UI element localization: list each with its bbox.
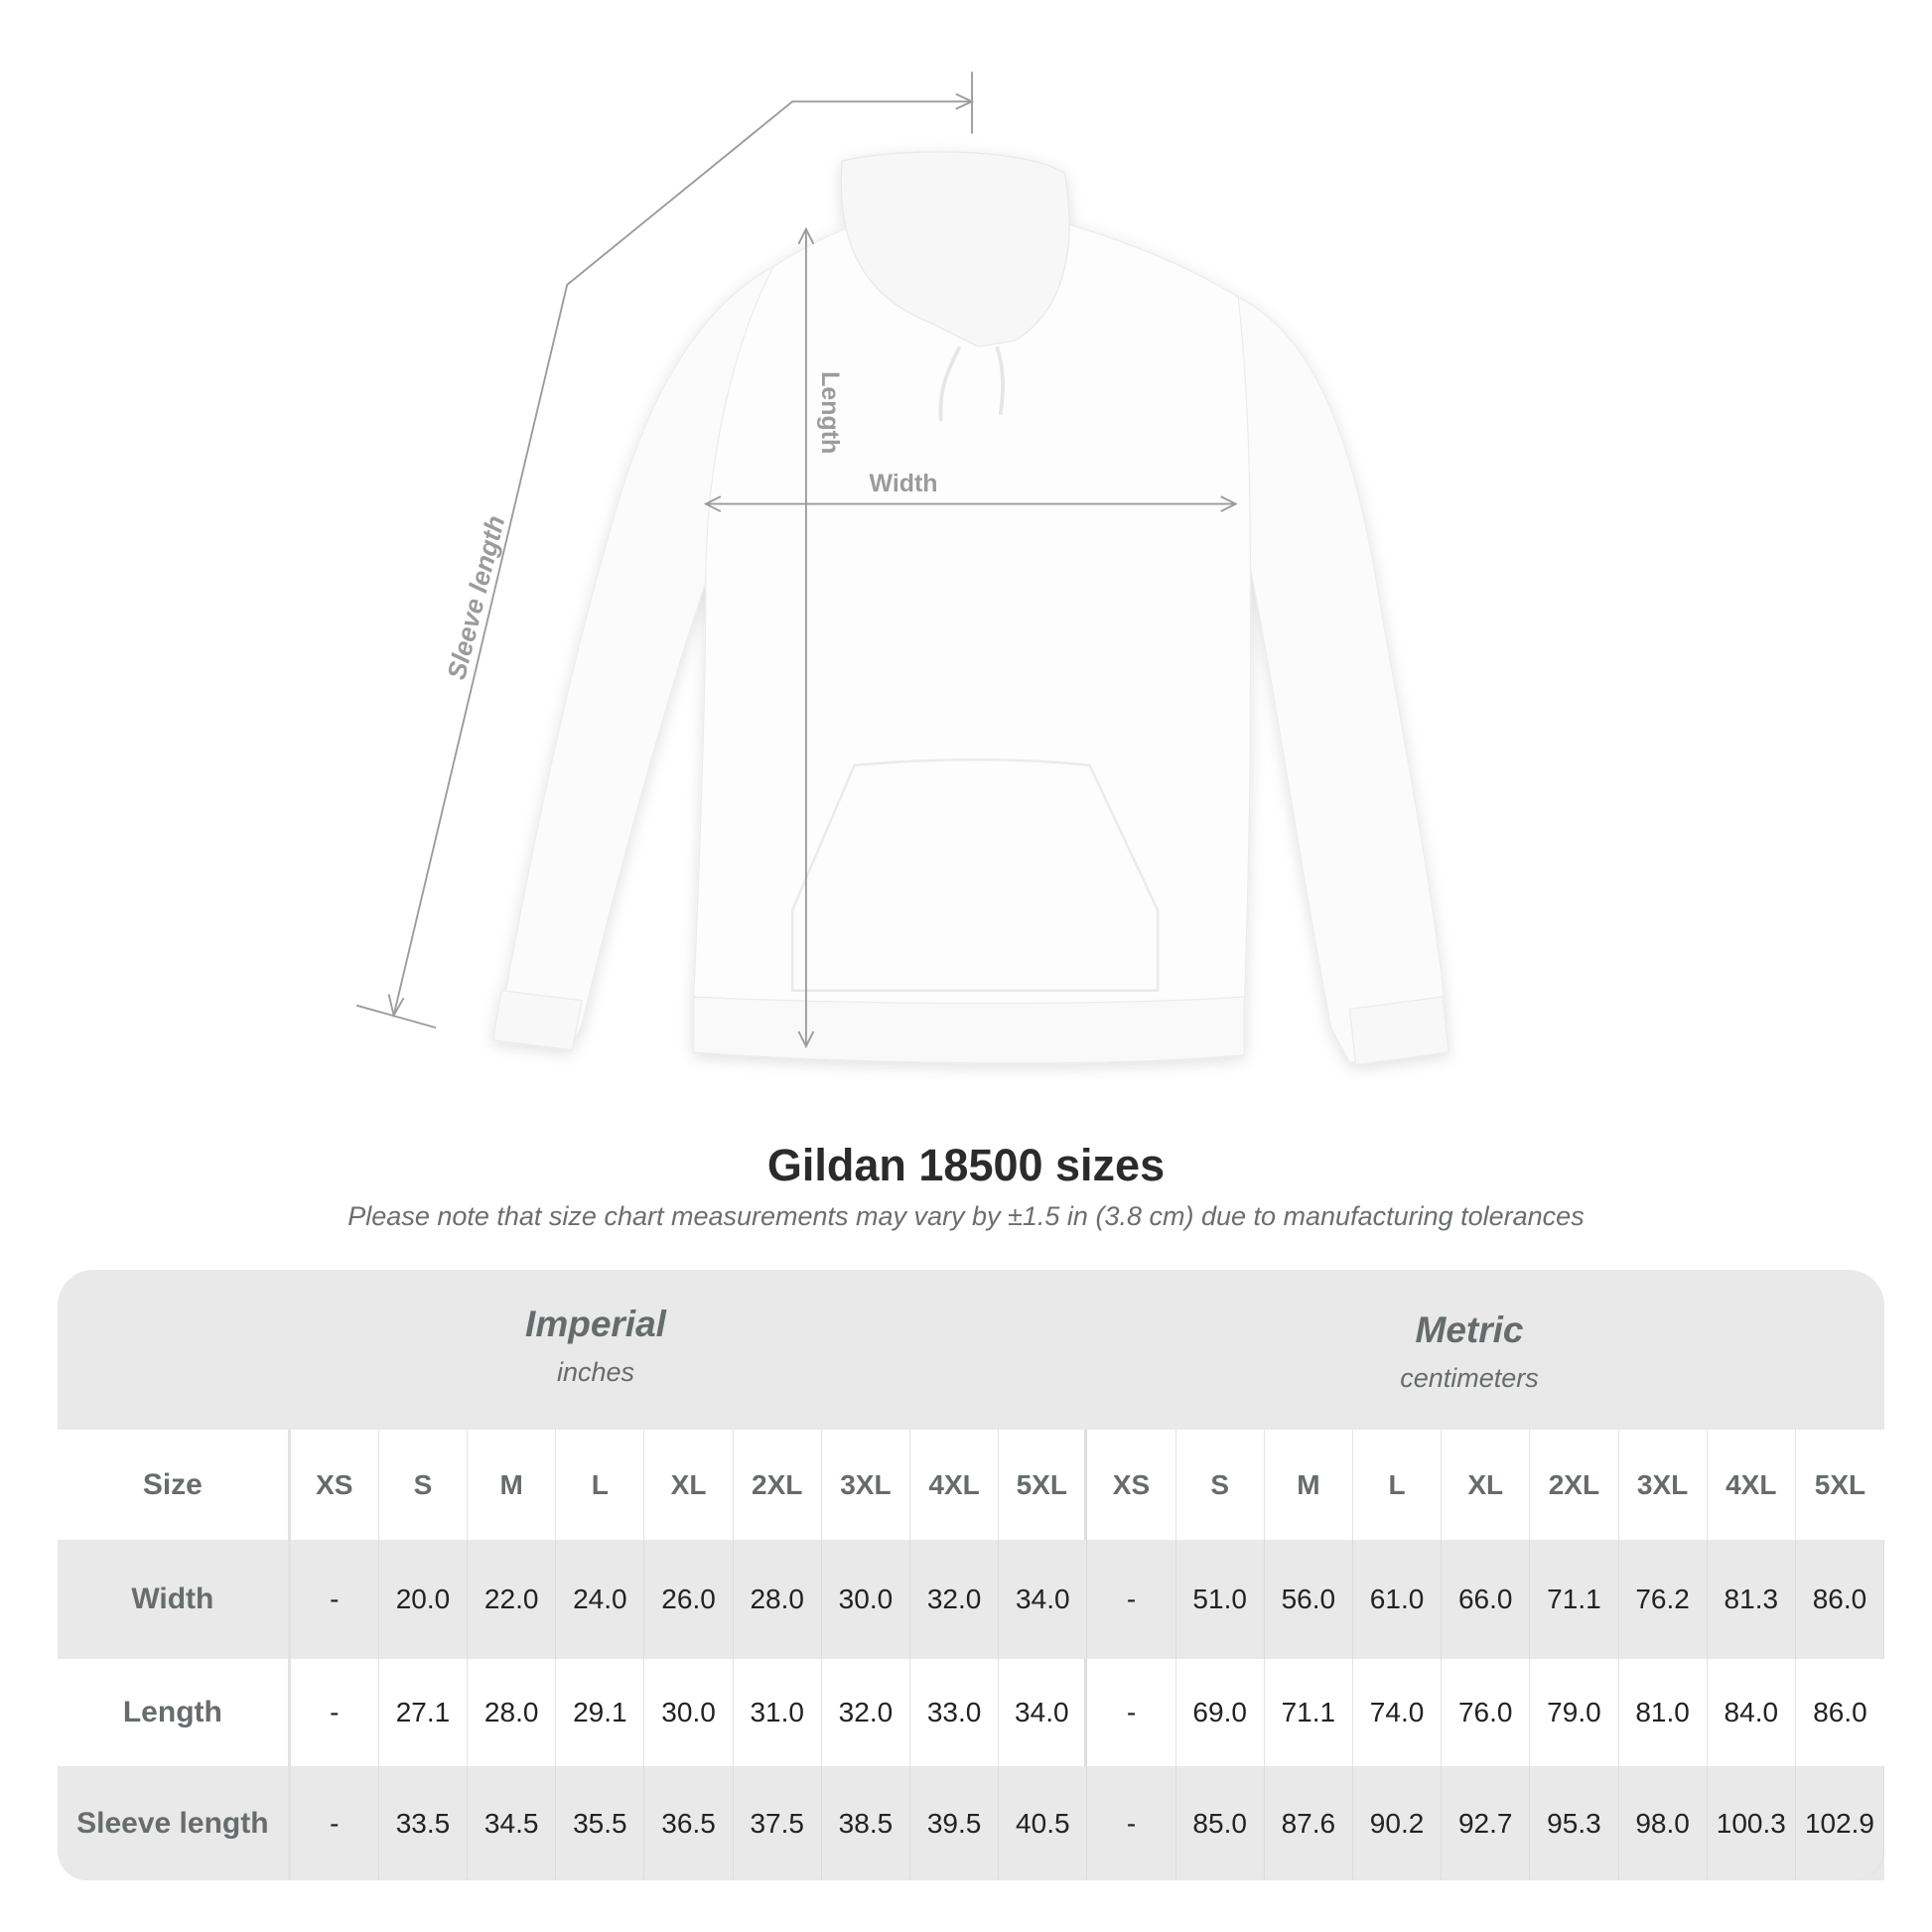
- imperial-cell: 34.0: [999, 1540, 1088, 1659]
- imperial-cell: 2XL: [734, 1430, 822, 1540]
- row-label: Length: [58, 1659, 291, 1766]
- imperial-cell: 32.0: [822, 1659, 911, 1766]
- table-row-width: Width -20.0 22.0 24.0 26.0 28.0 30.0 32.0 34.0-5…: [58, 1540, 1885, 1659]
- width-label: Width: [870, 470, 938, 497]
- imperial-cell: 29.1: [556, 1659, 645, 1766]
- imperial-cell: -: [291, 1766, 379, 1880]
- metric-cell: 5XL: [1814, 1468, 1866, 1500]
- imperial-cell: XL: [644, 1430, 734, 1540]
- metric-cell: -: [1087, 1659, 1176, 1766]
- row-label: Width: [58, 1540, 291, 1659]
- imperial-cell: -: [291, 1540, 379, 1659]
- size-header-row: Size XS S M L XL 2XL 3XL 4XL 5XL XS S M L XL 2XL 3XL 4XL 5…: [58, 1430, 1884, 1540]
- imperial-cell: 33.0: [910, 1659, 1000, 1766]
- metric-cell: XS: [1087, 1430, 1176, 1540]
- imperial-cell: 31.0: [734, 1659, 822, 1766]
- size-table: Imperial inches Metric centimeters Size X…: [58, 1270, 1885, 1880]
- hoodie-image: [491, 151, 1449, 1066]
- imperial-cell: 22.0: [468, 1540, 557, 1659]
- imperial-cell: 20.0: [379, 1540, 469, 1659]
- imperial-cell: 28.0: [468, 1659, 557, 1766]
- imperial-cell: 34.0: [999, 1659, 1088, 1766]
- imperial-cell: S: [379, 1430, 469, 1540]
- imperial-cell: M: [468, 1430, 557, 1540]
- imperial-unit: inches: [556, 1357, 635, 1387]
- imperial-cell: L: [556, 1430, 645, 1540]
- unit-header: Imperial inches Metric centimeters: [58, 1270, 1884, 1430]
- metric-title: Metric: [1415, 1310, 1524, 1350]
- imperial-cell: 5XL: [999, 1430, 1088, 1540]
- metric-cell: L: [1353, 1430, 1443, 1540]
- imperial-cell: 33.5: [379, 1766, 469, 1880]
- imperial-cell: 28.0: [734, 1540, 822, 1659]
- metric-cell: 61.0: [1353, 1540, 1443, 1659]
- imperial-cell: 34.5: [468, 1766, 557, 1880]
- metric-cell: 81.3: [1708, 1540, 1796, 1659]
- metric-cell: 98.0: [1619, 1766, 1708, 1880]
- metric-cell: 84.0: [1708, 1659, 1796, 1766]
- metric-cell: 86.0: [1813, 1697, 1867, 1727]
- imperial-cell: 39.5: [910, 1766, 1000, 1880]
- metric-header: Metric centimeters: [1271, 1310, 1668, 1394]
- metric-cell: 74.0: [1353, 1659, 1443, 1766]
- metric-cell: -: [1087, 1540, 1176, 1659]
- hoodie-illustration: Length Width Sleeve length: [355, 71, 1449, 1066]
- imperial-cell: XS: [291, 1430, 379, 1540]
- imperial-cell: 40.5: [999, 1766, 1088, 1880]
- table-row-length: Length -27.1 28.0 29.1 30.0 31.0 32.0 33.0 34.0-…: [58, 1659, 1884, 1766]
- metric-cell: 76.2: [1619, 1540, 1708, 1659]
- metric-cell: XL: [1442, 1430, 1531, 1540]
- imperial-title: Imperial: [525, 1304, 666, 1344]
- imperial-cell: 36.5: [644, 1766, 734, 1880]
- imperial-cell: 37.5: [734, 1766, 822, 1880]
- metric-cell: 102.9: [1796, 1766, 1885, 1880]
- row-label: Sleeve length: [58, 1766, 291, 1880]
- page-title: Gildan 18500 sizes: [766, 1140, 1166, 1190]
- imperial-header: Imperial inches: [397, 1304, 794, 1388]
- imperial-cell: 30.0: [644, 1659, 734, 1766]
- metric-cell: S: [1176, 1430, 1265, 1540]
- metric-cell: 3XL: [1619, 1430, 1708, 1540]
- imperial-cell: 32.0: [910, 1540, 1000, 1659]
- metric-cell: 92.7: [1442, 1766, 1531, 1880]
- metric-cell: 76.0: [1442, 1659, 1531, 1766]
- imperial-cell: 35.5: [556, 1766, 645, 1880]
- sleeve-length-line: [392, 100, 973, 1016]
- measurement-guides: [355, 71, 1238, 1048]
- metric-cell: 81.0: [1619, 1659, 1708, 1766]
- metric-cell: 79.0: [1530, 1659, 1619, 1766]
- metric-cell: 56.0: [1265, 1540, 1353, 1659]
- metric-cell: -: [1087, 1766, 1176, 1880]
- imperial-cell: -: [291, 1659, 379, 1766]
- length-label: Length: [816, 371, 844, 454]
- imperial-cell: 30.0: [822, 1540, 911, 1659]
- metric-cell: M: [1265, 1430, 1353, 1540]
- metric-cell: 90.2: [1353, 1766, 1443, 1880]
- tolerance-note: Please note that size chart measurements…: [347, 1201, 1585, 1231]
- metric-cell: 69.0: [1176, 1659, 1265, 1766]
- imperial-cell: 27.1: [379, 1659, 469, 1766]
- imperial-cell: 38.5: [822, 1766, 911, 1880]
- metric-cell: 66.0: [1442, 1540, 1531, 1659]
- imperial-cell: 24.0: [556, 1540, 645, 1659]
- imperial-cell: 4XL: [910, 1430, 1000, 1540]
- metric-cell: 86.0: [1796, 1540, 1885, 1659]
- metric-cell: 87.6: [1265, 1766, 1353, 1880]
- imperial-cell: 3XL: [822, 1430, 911, 1540]
- sleeve-length-label: Sleeve length: [441, 512, 510, 682]
- metric-cell: 4XL: [1708, 1430, 1796, 1540]
- imperial-cell: 26.0: [644, 1540, 734, 1659]
- metric-cell: 95.3: [1530, 1766, 1619, 1880]
- metric-cell: 51.0: [1176, 1540, 1265, 1659]
- metric-cell: 100.3: [1708, 1766, 1796, 1880]
- row-label: Size: [58, 1430, 291, 1540]
- table-row-sleeve-length: Sleeve length -33.5 34.5 35.5 36.5 37.5 38.5 39…: [58, 1766, 1885, 1880]
- metric-unit: centimeters: [1400, 1363, 1539, 1393]
- metric-cell: 71.1: [1530, 1540, 1619, 1659]
- metric-cell: 2XL: [1530, 1430, 1619, 1540]
- metric-cell: 85.0: [1176, 1766, 1265, 1880]
- metric-cell: 71.1: [1265, 1659, 1353, 1766]
